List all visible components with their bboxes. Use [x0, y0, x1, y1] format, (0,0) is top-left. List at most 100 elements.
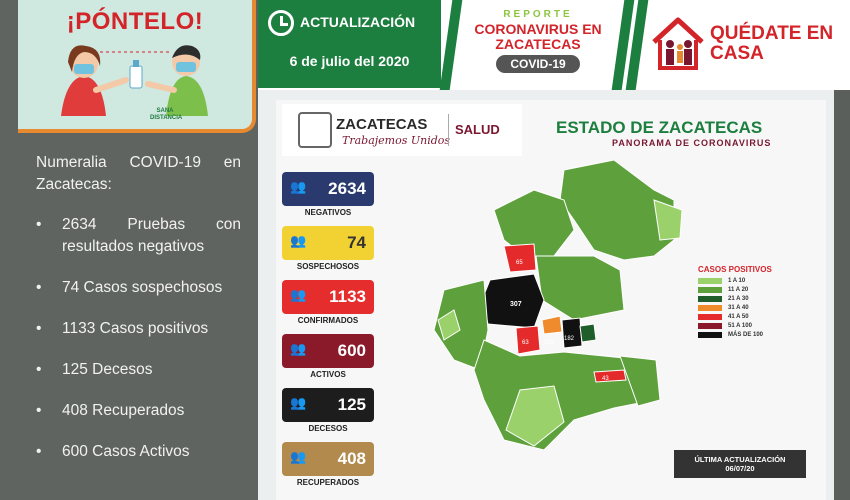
decorative-stripe: [439, 0, 463, 90]
people-icon: 👥: [290, 341, 306, 356]
map-subtitle: PANORAMA DE CORONAVIRUS: [612, 138, 772, 148]
house-family-icon: [652, 17, 704, 70]
map-region-orange: [541, 315, 563, 335]
stat-label: RECUPERADOS: [296, 478, 360, 487]
map-region-north: [559, 160, 675, 261]
cases-legend: CASOS POSITIVOS 1 A 10 11 A 20 21 A 30 3…: [698, 265, 772, 341]
summary-list: 2634 Pruebas con resultados negativos 74…: [36, 214, 241, 463]
map-label: 307: [510, 301, 522, 308]
update-label: ACTUALIZACIÓN: [300, 14, 416, 30]
sana-distancia-sign: SANA DISTANCIA: [150, 108, 183, 121]
map-region-black-small: [561, 317, 583, 349]
government-logo: ZACATECAS Trabajemos Unidos SALUD: [282, 104, 522, 156]
legend-swatch: [698, 323, 722, 329]
stat-activos: 👥 600 ACTIVOS: [282, 334, 374, 379]
legend-item: 21 A 30: [698, 296, 772, 302]
stat-negativos: 👥 2634 NEGATIVOS: [282, 172, 374, 217]
covid-pill: COVID-19: [496, 55, 580, 73]
map-title: ESTADO DE ZACATECAS: [556, 118, 763, 137]
report-heading: CORONAVIRUS EN ZACATECAS: [474, 21, 602, 52]
legend-item: MÁS DE 100: [698, 332, 772, 338]
last-update-date: 06/07/20: [725, 464, 755, 473]
stat-decesos: 👥 125 DECESOS: [282, 388, 374, 433]
legend-label: 41 A 50: [728, 314, 749, 320]
state-seal-icon: [298, 112, 332, 148]
legend-swatch: [698, 278, 722, 284]
people-icon: 👥: [290, 395, 306, 410]
legend-swatch: [698, 296, 722, 302]
legend-label: 51 A 100: [728, 323, 752, 329]
map-region-west: [493, 189, 575, 257]
zacatecas-municipalities-map: 307 65 203 182 43 63: [433, 160, 683, 451]
stat-value: 125: [337, 395, 366, 414]
map-region-light-south: [505, 385, 565, 447]
legend-label: MÁS DE 100: [728, 332, 764, 338]
legend-item: 31 A 40: [698, 305, 772, 311]
legend-label: 11 A 20: [728, 287, 749, 293]
legend-swatch: [698, 314, 722, 320]
legend-item: 41 A 50: [698, 314, 772, 320]
map-region-east: [619, 355, 661, 407]
summary-item: 125 Decesos: [36, 359, 241, 381]
last-update-label: ÚLTIMA ACTUALIZACIÓN: [694, 455, 786, 464]
map-region-red-east: [593, 369, 627, 383]
promo-title: ¡PÓNTELO!: [66, 8, 204, 35]
clock-icon: [268, 10, 294, 36]
legend-item: 11 A 20: [698, 287, 772, 293]
people-distancing-illustration: [61, 45, 208, 116]
map-label: 203: [544, 340, 555, 346]
stat-label: DECESOS: [308, 424, 348, 433]
stat-sospechosos: 👥 74 SOSPECHOSOS: [282, 226, 374, 271]
stat-confirmados: 👥 1133 CONFIRMADOS: [282, 280, 374, 325]
summary-item: 408 Recuperados: [36, 400, 241, 422]
stat-recuperados: 👥 408 RECUPERADOS: [282, 442, 374, 487]
stat-value: 2634: [328, 179, 366, 198]
top-banner: ACTUALIZACIÓN 6 de julio del 2020 REPORT…: [258, 0, 850, 90]
map-region-red-center: [515, 325, 541, 355]
stat-label: SOSPECHOSOS: [296, 262, 360, 271]
stay-home-text: QUÉDATE EN CASA: [710, 23, 834, 64]
summary-item: 600 Casos Activos: [36, 441, 241, 463]
logo-state-name: ZACATECAS: [336, 116, 428, 133]
mask-promo-card: ¡PÓNTELO! SANA DISTANCIA: [18, 0, 256, 133]
legend-item: 51 A 100: [698, 323, 772, 329]
update-box: ACTUALIZACIÓN 6 de julio del 2020: [258, 0, 441, 88]
stat-value: 74: [347, 233, 366, 252]
update-date: 6 de julio del 2020: [289, 53, 410, 69]
legend-label: 31 A 40: [728, 305, 749, 311]
covid-summary: Numeralia COVID-19 en Zacatecas: 2634 Pr…: [36, 152, 241, 482]
map-label: 65: [516, 260, 523, 266]
stat-value: 408: [337, 449, 366, 468]
logo-slogan: Trabajemos Unidos: [342, 134, 451, 147]
legend-swatch: [698, 332, 722, 338]
legend-label: 1 A 10: [728, 278, 746, 284]
summary-item: 1133 Casos positivos: [36, 318, 241, 340]
people-icon: 👥: [290, 449, 306, 464]
stat-label: ACTIVOS: [310, 370, 346, 379]
summary-item: 2634 Pruebas con resultados negativos: [36, 214, 241, 258]
logo-department: SALUD: [455, 122, 500, 137]
logo-divider: [448, 114, 449, 146]
map-label: 43: [602, 376, 609, 382]
stat-value: 600: [337, 341, 366, 360]
legend-title: CASOS POSITIVOS: [698, 265, 772, 274]
report-label: REPORTE: [503, 9, 573, 20]
map-region-dark-right: [579, 323, 597, 343]
stat-value: 1133: [329, 287, 366, 306]
summary-intro: Numeralia COVID-19 en Zacatecas:: [36, 154, 241, 193]
legend-swatch: [698, 305, 722, 311]
stat-label: NEGATIVOS: [304, 208, 352, 217]
left-panel: ¡PÓNTELO! SANA DISTANCIA Numeralia COVID…: [0, 0, 258, 500]
legend-item: 1 A 10: [698, 278, 772, 284]
people-icon: 👥: [290, 233, 306, 248]
legend-swatch: [698, 287, 722, 293]
report-title: REPORTE CORONAVIRUS EN ZACATECAS COVID-1…: [463, 9, 613, 73]
map-label: 182: [564, 336, 575, 342]
map-label: 63: [522, 340, 529, 346]
map-region-northeast: [653, 199, 683, 241]
map-region-red-north: [503, 243, 537, 273]
stat-label: CONFIRMADOS: [297, 316, 359, 325]
summary-item: 74 Casos sospechosos: [36, 277, 241, 299]
people-icon: 👥: [290, 287, 306, 302]
map-region-center: [535, 255, 625, 321]
